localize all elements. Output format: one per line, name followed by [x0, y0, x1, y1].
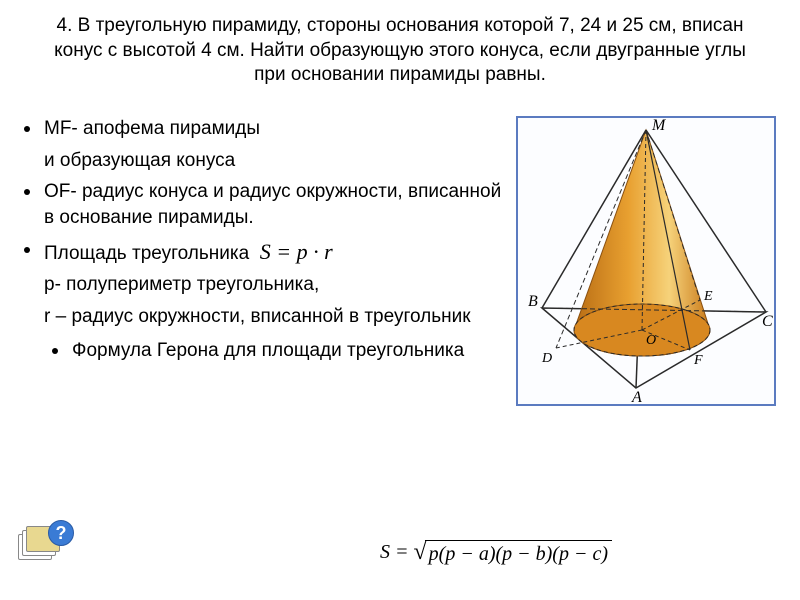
slide-title: 4. В треугольную пирамиду, стороны основ… [24, 14, 776, 88]
text-column: MF- апофема пирамиды и образующая конуса… [24, 116, 516, 406]
heron-formula: S = √ p(p − a)(p − b)(p − c) [380, 539, 612, 566]
label-A: A [631, 389, 642, 406]
bullet-dot [24, 126, 30, 132]
diagram-column: M A B C D E F O [516, 116, 776, 406]
label-D: D [541, 351, 552, 366]
label-O: O [646, 333, 656, 348]
label-M: M [651, 117, 667, 134]
bullet-text: MF- апофема пирамиды [44, 116, 260, 142]
bullet-dot [24, 189, 30, 195]
bullet-text: OF- радиус конуса и радиус окружности, в… [44, 179, 506, 230]
bullet-4: Формула Герона для площади треугольника [52, 338, 506, 364]
label-E: E [703, 289, 713, 304]
subline-1: и образующая конуса [44, 148, 506, 174]
bullet-dot [52, 348, 58, 354]
subline-2: p- полупериметр треугольника, [44, 272, 506, 298]
bullet-1: MF- апофема пирамиды [24, 116, 506, 142]
question-mark-icon: ? [48, 520, 74, 546]
label-C: C [762, 313, 773, 330]
question-books-icon: ? [18, 520, 76, 570]
label-B: B [528, 293, 538, 310]
slide: 4. В треугольную пирамиду, стороны основ… [0, 0, 800, 600]
bullet-2: OF- радиус конуса и радиус окружности, в… [24, 179, 506, 230]
heron-lhs: S = [380, 541, 409, 564]
formula-area: S = p · r [260, 239, 333, 264]
subline-3: r – радиус окружности, вписанной в треуг… [44, 304, 506, 330]
bullet-3: Площадь треугольника S = p · r [24, 237, 506, 267]
diagram-svg: M A B C D E F O [516, 116, 776, 406]
bullet-text: Формула Герона для площади треугольника [72, 338, 464, 364]
bullet-text: Площадь треугольника S = p · r [44, 237, 333, 267]
label-F: F [693, 353, 703, 368]
heron-radicand: p(p − a)(p − b)(p − c) [425, 540, 612, 566]
pyramid-cone-diagram: M A B C D E F O [516, 116, 776, 406]
content-row: MF- апофема пирамиды и образующая конуса… [24, 116, 776, 406]
heron-sqrt: √ p(p − a)(p − b)(p − c) [414, 539, 613, 566]
bullet-dot [24, 247, 30, 253]
bullet-3-label: Площадь треугольника [44, 243, 249, 264]
